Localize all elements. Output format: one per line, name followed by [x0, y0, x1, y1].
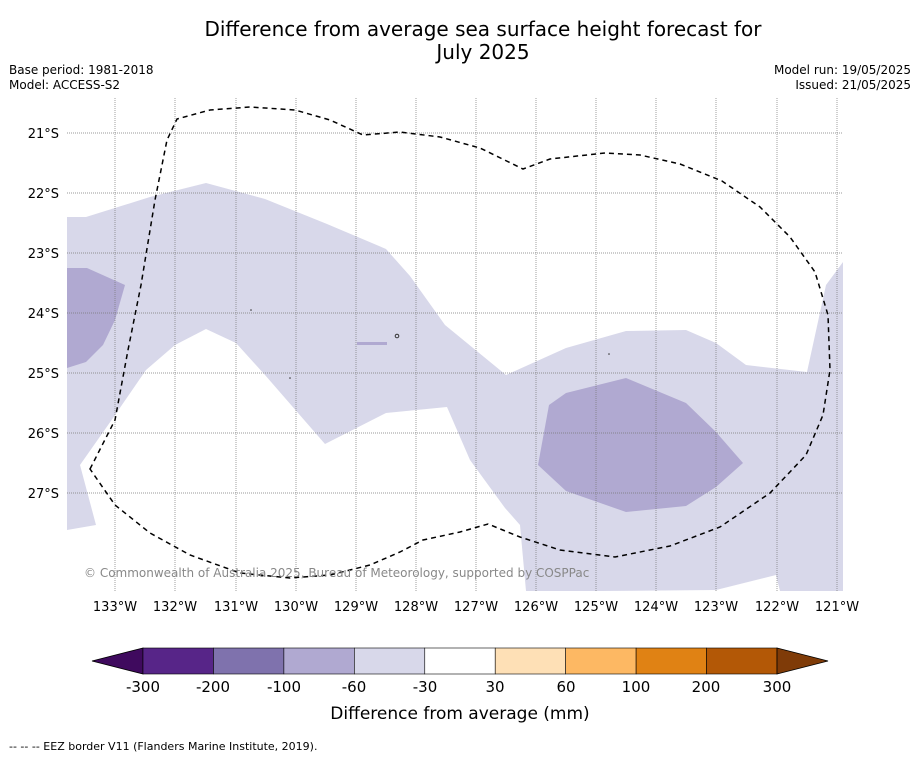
longitude-labels: 133°W 132°W 131°W 130°W 129°W 128°W 127°…: [93, 600, 859, 615]
eez-legend-note: -- -- -- EEZ border V11 (Flanders Marine…: [9, 740, 318, 753]
lon-label: 123°W: [694, 600, 738, 615]
colorbar-tick-label: -200: [196, 678, 230, 696]
lon-label: 124°W: [634, 600, 678, 615]
colorbar-tick-label: 60: [556, 678, 575, 696]
title-line-1: Difference from average sea surface heig…: [204, 17, 762, 41]
lon-label: 132°W: [153, 600, 197, 615]
island-marker: [357, 342, 387, 345]
colorbar-segment: [142, 647, 214, 675]
colorbar-segment: [424, 647, 496, 675]
lon-label: 130°W: [274, 600, 318, 615]
island-marker: [250, 309, 252, 311]
colorbar-tick-label: -100: [267, 678, 301, 696]
lat-label: 22°S: [28, 187, 59, 202]
colorbar-extend-low: [91, 647, 144, 675]
anomaly-region-dark-east: [538, 378, 743, 512]
lon-label: 122°W: [755, 600, 799, 615]
copyright-notice: © Commonwealth of Australia 2025, Bureau…: [84, 566, 589, 580]
colorbar-title: Difference from average (mm): [330, 704, 589, 724]
anomaly-region-light: [67, 183, 843, 591]
colorbar-extend-high: [776, 647, 829, 675]
map-panel: [67, 183, 843, 591]
lon-label: 133°W: [93, 600, 137, 615]
colorbar-ticks: -300 -200 -100 -60 -30 30 60 100 200 300: [126, 678, 791, 696]
island-marker: [289, 377, 291, 379]
map-title: Difference from average sea surface heig…: [0, 18, 919, 64]
anomaly-region-dark-west: [67, 268, 125, 368]
lon-label: 126°W: [514, 600, 558, 615]
base-period: Base period: 1981-2018: [9, 63, 154, 77]
island-marker: [394, 333, 400, 339]
colorbar-tick-label: -60: [342, 678, 367, 696]
colorbar-tick-label: -30: [413, 678, 438, 696]
eez-border: [89, 106, 831, 579]
meta-right: Model run: 19/05/2025 Issued: 21/05/2025: [774, 63, 911, 93]
lon-label: 129°W: [334, 600, 378, 615]
model-name: Model: ACCESS-S2: [9, 78, 121, 92]
colorbar: -300 -200 -100 -60 -30 30 60 100 200 300…: [91, 647, 829, 724]
lon-label: 131°W: [214, 600, 258, 615]
colorbar-segment: [354, 647, 426, 675]
lon-label: 128°W: [394, 600, 438, 615]
colorbar-tick-label: 300: [763, 678, 792, 696]
lat-label: 27°S: [28, 487, 59, 502]
model-run: Model run: 19/05/2025: [773, 63, 911, 77]
lat-label: 23°S: [28, 247, 59, 262]
colorbar-segments: [142, 647, 778, 675]
lon-label: 127°W: [454, 600, 498, 615]
colorbar-tick-label: -300: [126, 678, 160, 696]
colorbar-segment: [494, 647, 566, 675]
colorbar-segment: [565, 647, 637, 675]
issued-date: Issued: 21/05/2025: [795, 78, 911, 92]
lon-label: 125°W: [574, 600, 618, 615]
colorbar-segment: [213, 647, 285, 675]
latitude-labels: 21°S 22°S 23°S 24°S 25°S 26°S 27°S: [28, 127, 59, 502]
lat-label: 25°S: [28, 367, 59, 382]
lat-label: 26°S: [28, 427, 59, 442]
meta-left: Base period: 1981-2018 Model: ACCESS-S2: [9, 63, 154, 93]
colorbar-segment: [706, 647, 778, 675]
colorbar-tick-label: 30: [485, 678, 504, 696]
lat-label: 24°S: [28, 307, 59, 322]
island-marker: [608, 353, 610, 355]
gridlines: [67, 98, 843, 591]
colorbar-segment: [283, 647, 355, 675]
colorbar-segment: [635, 647, 707, 675]
colorbar-tick-label: 200: [692, 678, 721, 696]
lat-label: 21°S: [28, 127, 59, 142]
lon-label: 121°W: [815, 600, 859, 615]
colorbar-tick-label: 100: [622, 678, 651, 696]
title-line-2: July 2025: [436, 40, 530, 64]
